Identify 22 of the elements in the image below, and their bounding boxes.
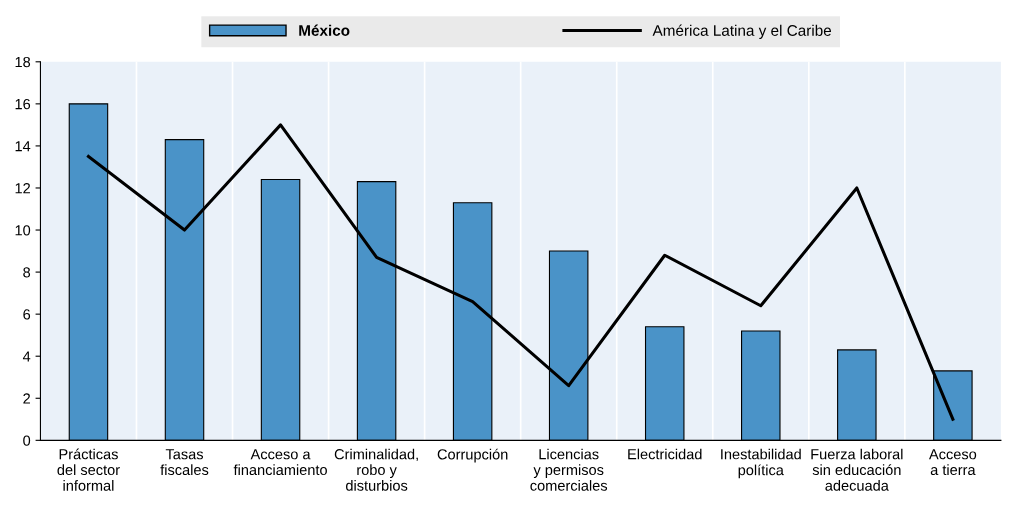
x-tick-label: Prácticas del sector informal — [57, 448, 120, 491]
y-tick-label: 18 — [15, 56, 31, 68]
x-tick-label: Criminalidad, robo y disturbios — [334, 448, 418, 491]
x-tick-label: Acceso a tierra — [928, 449, 977, 476]
y-tick-label: 8 — [23, 267, 31, 278]
legend-label: América Latina y el Caribe — [652, 24, 832, 39]
x-tick-label: Corrupción — [437, 448, 508, 463]
x-tick-label: Tasas fiscales — [160, 449, 209, 476]
y-tick-label: 6 — [23, 309, 31, 320]
y-tick-label: 0 — [23, 435, 31, 446]
legend-label: México — [299, 24, 350, 36]
y-tick-label: 4 — [22, 351, 31, 362]
y-tick-label: 16 — [15, 98, 31, 110]
x-tick-label: Inestabilidad política — [721, 448, 801, 479]
y-tick-label: 14 — [15, 141, 31, 152]
x-tick-label: Electricidad — [628, 448, 702, 460]
x-tick-label: Licencias y permisos comerciales — [530, 448, 608, 491]
y-tick-label: 10 — [15, 225, 31, 236]
y-tick-label: 12 — [15, 183, 30, 194]
x-tick-label: Fuerza laboral sin educación adecuada — [811, 448, 903, 491]
y-tick-label: 2 — [23, 393, 30, 404]
x-tick-label: Acceso a financiamiento — [233, 449, 327, 476]
